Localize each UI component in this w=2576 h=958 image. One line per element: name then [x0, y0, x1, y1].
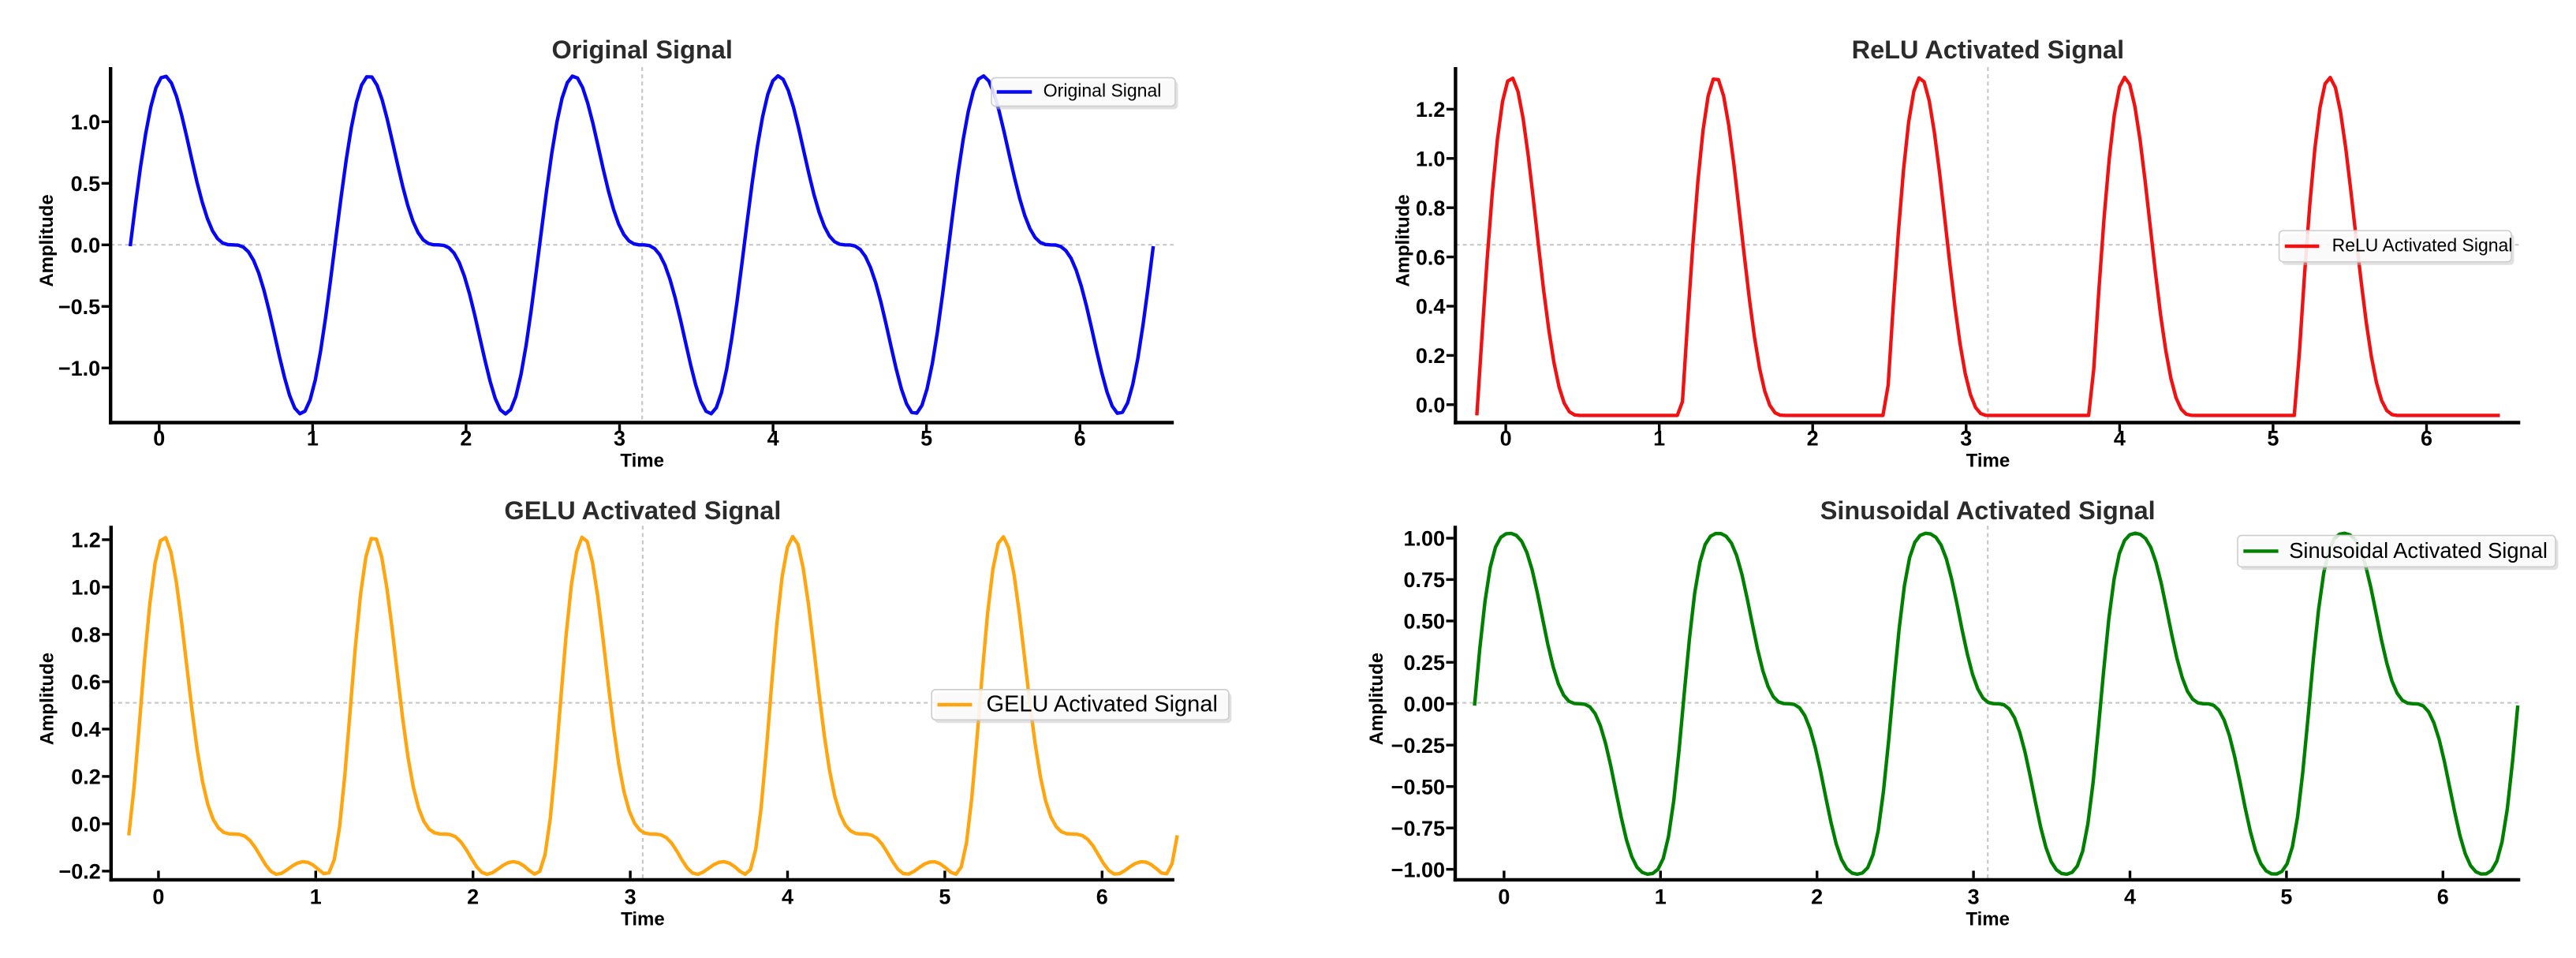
svg-text:0.6: 0.6	[1416, 245, 1446, 269]
svg-text:2: 2	[467, 885, 479, 909]
svg-text:3: 3	[1968, 885, 1980, 909]
svg-text:0.5: 0.5	[71, 172, 101, 196]
svg-text:4: 4	[2124, 885, 2136, 909]
svg-text:0: 0	[152, 885, 164, 909]
svg-text:−0.50: −0.50	[1391, 775, 1445, 799]
svg-text:0.4: 0.4	[1416, 295, 1446, 319]
svg-text:6: 6	[1074, 427, 1086, 451]
svg-text:1.2: 1.2	[71, 529, 101, 552]
svg-text:0.8: 0.8	[71, 623, 101, 647]
svg-text:Amplitude: Amplitude	[36, 194, 58, 286]
svg-text:Time: Time	[1966, 451, 2010, 472]
svg-text:2: 2	[1811, 885, 1823, 909]
svg-text:5: 5	[920, 427, 932, 451]
svg-text:Sinusoidal Activated Signal: Sinusoidal Activated Signal	[2289, 538, 2548, 563]
svg-text:Original Signal: Original Signal	[1043, 80, 1162, 101]
svg-text:0.0: 0.0	[71, 234, 101, 257]
svg-text:−0.75: −0.75	[1391, 817, 1445, 840]
svg-text:1: 1	[310, 885, 322, 909]
svg-text:1.00: 1.00	[1403, 527, 1445, 551]
svg-text:0.50: 0.50	[1403, 610, 1445, 634]
svg-text:Amplitude: Amplitude	[1366, 653, 1387, 745]
svg-text:1: 1	[307, 427, 319, 451]
svg-text:ReLU Activated Signal: ReLU Activated Signal	[2332, 235, 2513, 256]
svg-text:6: 6	[2437, 885, 2449, 909]
svg-text:−1.0: −1.0	[58, 357, 100, 380]
svg-text:ReLU Activated Signal: ReLU Activated Signal	[1852, 36, 2125, 64]
svg-text:5: 5	[2280, 885, 2292, 909]
svg-text:5: 5	[2267, 427, 2279, 451]
svg-text:1.2: 1.2	[1416, 98, 1446, 122]
svg-text:5: 5	[939, 885, 950, 909]
svg-text:Original Signal: Original Signal	[552, 36, 733, 64]
svg-text:Amplitude: Amplitude	[1392, 194, 1413, 286]
svg-text:0.8: 0.8	[1416, 196, 1446, 220]
svg-text:0.4: 0.4	[71, 718, 101, 742]
svg-text:0.2: 0.2	[1416, 344, 1446, 368]
svg-text:0: 0	[153, 427, 165, 451]
svg-text:Time: Time	[621, 909, 665, 930]
svg-text:3: 3	[614, 427, 625, 451]
svg-text:0.0: 0.0	[1416, 394, 1446, 417]
svg-text:0.00: 0.00	[1403, 693, 1445, 717]
svg-text:−0.25: −0.25	[1391, 734, 1445, 758]
svg-text:1: 1	[1655, 885, 1667, 909]
svg-text:0: 0	[1500, 427, 1512, 451]
svg-text:2: 2	[1807, 427, 1819, 451]
svg-text:GELU Activated Signal: GELU Activated Signal	[987, 692, 1218, 717]
svg-text:4: 4	[2114, 427, 2126, 451]
svg-text:0.2: 0.2	[71, 765, 101, 789]
svg-text:6: 6	[2421, 427, 2432, 451]
svg-text:1.0: 1.0	[71, 110, 101, 134]
svg-text:3: 3	[1960, 427, 1972, 451]
svg-text:1.0: 1.0	[71, 576, 101, 600]
svg-text:0.6: 0.6	[71, 671, 101, 694]
svg-text:0.0: 0.0	[71, 813, 101, 836]
svg-text:Sinusoidal Activated Signal: Sinusoidal Activated Signal	[1820, 496, 2156, 525]
svg-text:3: 3	[625, 885, 637, 909]
svg-text:4: 4	[782, 885, 793, 909]
svg-text:4: 4	[767, 427, 779, 451]
svg-text:0.25: 0.25	[1403, 651, 1445, 675]
svg-text:Amplitude: Amplitude	[36, 653, 58, 745]
svg-text:−1.00: −1.00	[1391, 858, 1445, 881]
svg-text:2: 2	[460, 427, 472, 451]
svg-text:Time: Time	[1966, 909, 2010, 930]
svg-text:Time: Time	[620, 451, 664, 472]
svg-text:−0.2: −0.2	[58, 860, 100, 884]
svg-text:0: 0	[1498, 885, 1510, 909]
svg-text:−0.5: −0.5	[58, 295, 100, 319]
svg-text:0.75: 0.75	[1403, 568, 1445, 592]
svg-text:1: 1	[1653, 427, 1665, 451]
svg-text:GELU Activated Signal: GELU Activated Signal	[504, 496, 781, 525]
svg-text:1.0: 1.0	[1416, 148, 1446, 171]
svg-text:6: 6	[1096, 885, 1108, 909]
